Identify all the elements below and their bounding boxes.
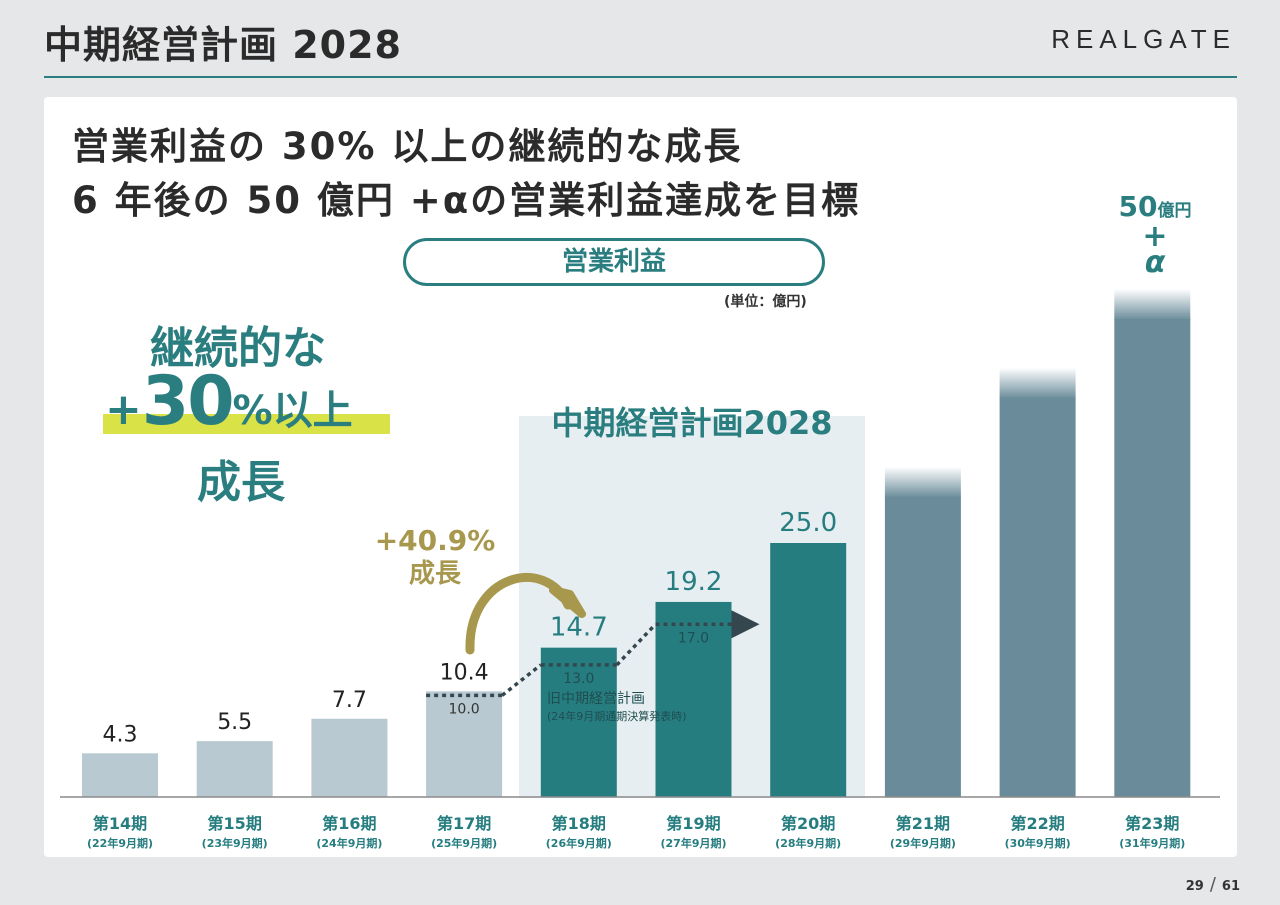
growth-label: 成長 bbox=[408, 559, 461, 589]
target-unit: 億円 bbox=[1157, 201, 1192, 221]
subcategory-label-14: (22年9月期) bbox=[87, 836, 153, 850]
subcategory-label-18: (26年9月期) bbox=[546, 836, 612, 850]
subcategory-label-16: (24年9月期) bbox=[316, 836, 382, 850]
bar-21 bbox=[884, 496, 961, 797]
subcategory-label-17: (25年9月期) bbox=[431, 836, 497, 850]
old-plan-title: 旧中期経営計画 bbox=[547, 691, 645, 707]
bar-14 bbox=[82, 753, 158, 797]
old-plan-connector-0 bbox=[501, 663, 542, 697]
bar-fade-21 bbox=[884, 466, 961, 498]
header-divider bbox=[44, 76, 1237, 78]
bar-23 bbox=[1114, 319, 1191, 797]
bar-22 bbox=[999, 397, 1076, 797]
target-plus: + bbox=[1142, 219, 1168, 254]
bar-20 bbox=[770, 543, 847, 797]
badge-highlight bbox=[103, 414, 390, 434]
subcategory-label-15: (23年9月期) bbox=[202, 836, 268, 850]
old-plan-connector-1 bbox=[615, 623, 657, 667]
badge-percent: % bbox=[232, 388, 273, 434]
subcategory-label-22: (30年9月期) bbox=[1005, 836, 1071, 850]
bar-15 bbox=[196, 741, 273, 797]
category-label-15: 第15期 bbox=[208, 814, 262, 833]
bar-19 bbox=[655, 601, 732, 797]
growth-annotation: +40.9% 成長 bbox=[360, 524, 510, 590]
subcategory-label-19: (27年9月期) bbox=[660, 836, 726, 850]
target-label: 50億円 + α bbox=[1110, 193, 1200, 280]
growth-pct: +40.9% bbox=[374, 524, 496, 557]
subcategory-label-23: (31年9月期) bbox=[1119, 836, 1185, 850]
growth-arrow-head bbox=[549, 586, 586, 618]
old-plan-label-2: 17.0 bbox=[678, 630, 709, 646]
subcategory-label-20: (28年9月期) bbox=[775, 836, 841, 850]
value-label-19: 19.2 bbox=[665, 567, 723, 597]
value-label-18: 14.7 bbox=[550, 613, 608, 643]
badge-line2: +30%以上 bbox=[105, 362, 353, 441]
target-value: 50 bbox=[1118, 190, 1158, 223]
headline: 営業利益の 30% 以上の継続的な成長 6 年後の 50 億円 +αの営業利益達… bbox=[72, 120, 860, 228]
category-label-21: 第21期 bbox=[896, 814, 950, 833]
category-label-23: 第23期 bbox=[1125, 814, 1179, 833]
value-label-20: 25.0 bbox=[779, 508, 837, 538]
category-label-16: 第16期 bbox=[322, 814, 376, 833]
badge-number: 30 bbox=[141, 362, 235, 441]
page-separator: / bbox=[1209, 874, 1216, 895]
chart-title-pill: 営業利益 bbox=[403, 238, 825, 286]
badge-plus: + bbox=[105, 384, 142, 435]
page-number: 29 / 61 bbox=[1186, 874, 1240, 895]
old-plan-label-1: 13.0 bbox=[563, 671, 594, 687]
category-label-14: 第14期 bbox=[93, 814, 147, 833]
page-total: 61 bbox=[1221, 879, 1240, 894]
target-alpha: α bbox=[1144, 245, 1166, 280]
bar-16 bbox=[311, 718, 388, 797]
bar-18 bbox=[540, 647, 617, 797]
category-label-20: 第20期 bbox=[781, 814, 835, 833]
headline-line1: 営業利益の 30% 以上の継続的な成長 bbox=[72, 125, 743, 168]
value-label-17: 10.4 bbox=[440, 660, 489, 685]
value-label-14: 4.3 bbox=[103, 722, 138, 747]
old-plan-subtitle: (24年9月期通期決算発表時) bbox=[547, 710, 687, 723]
unit-label: (単位：億円) bbox=[724, 294, 807, 310]
subcategory-label-21: (29年9月期) bbox=[890, 836, 956, 850]
badge-line1: 継続的な bbox=[150, 323, 326, 374]
category-label-17: 第17期 bbox=[437, 814, 491, 833]
category-label-22: 第22期 bbox=[1010, 814, 1064, 833]
bar-17 bbox=[426, 691, 503, 797]
value-label-16: 7.7 bbox=[332, 688, 367, 713]
plan-period-title: 中期経営計画2028 bbox=[551, 404, 833, 442]
value-label-15: 5.5 bbox=[217, 710, 252, 735]
old-plan-label-0: 10.0 bbox=[449, 701, 480, 717]
brand-logo: REALGATE bbox=[1051, 24, 1236, 54]
badge-line3: 成長 bbox=[197, 457, 285, 508]
category-label-19: 第19期 bbox=[666, 814, 720, 833]
page-current: 29 bbox=[1185, 879, 1204, 894]
bar-fade-22 bbox=[999, 367, 1076, 399]
old-plan-legend: 旧中期経営計画 (24年9月期通期決算発表時) bbox=[547, 688, 687, 724]
headline-line2: 6 年後の 50 億円 +αの営業利益達成を目標 bbox=[72, 179, 861, 222]
category-label-18: 第18期 bbox=[552, 814, 606, 833]
badge-rest: 以上 bbox=[272, 388, 353, 434]
bar-fade-23 bbox=[1114, 289, 1191, 320]
page-title: 中期経営計画 2028 bbox=[44, 23, 402, 67]
